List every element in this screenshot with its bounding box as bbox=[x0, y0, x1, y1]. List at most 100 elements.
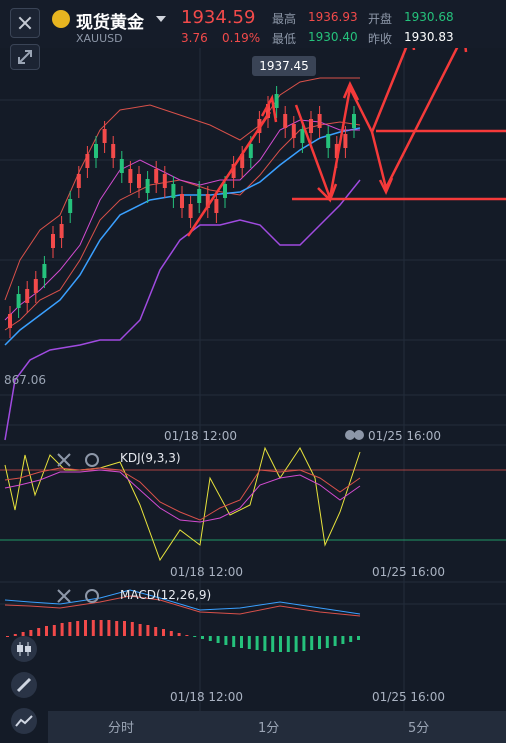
candle-body bbox=[205, 194, 210, 208]
macd-bar bbox=[349, 636, 353, 642]
kdj-tools bbox=[57, 453, 99, 467]
candle-body bbox=[68, 199, 73, 213]
close-icon[interactable] bbox=[10, 8, 40, 38]
macd-bar bbox=[76, 621, 80, 636]
macd-bar bbox=[99, 620, 103, 636]
macd-bar bbox=[154, 627, 158, 636]
macd-bar bbox=[216, 636, 220, 643]
high-marker: 1937.45 bbox=[252, 56, 316, 76]
open-label: 开盘 bbox=[368, 12, 393, 26]
chart-canvas[interactable] bbox=[0, 48, 506, 711]
price-change-pct: 0.19% bbox=[222, 31, 261, 45]
macd-bar bbox=[240, 636, 243, 648]
prev-close-value: 1930.83 bbox=[404, 30, 454, 44]
pencil-icon[interactable] bbox=[11, 672, 37, 698]
candle-body bbox=[188, 204, 193, 218]
candle-body bbox=[317, 114, 322, 128]
macd-tools bbox=[57, 589, 99, 603]
candle-body bbox=[180, 194, 184, 208]
expand-icon[interactable] bbox=[10, 44, 40, 70]
macd-bar bbox=[302, 636, 306, 651]
macd-bar bbox=[84, 620, 87, 636]
macd-bar bbox=[37, 628, 41, 636]
macd-bar bbox=[286, 636, 290, 652]
line-icon[interactable] bbox=[11, 708, 37, 734]
kdj-close-icon[interactable] bbox=[57, 453, 71, 467]
candle-body bbox=[283, 114, 288, 128]
macd-bar bbox=[146, 625, 150, 636]
macd-bar bbox=[271, 636, 275, 652]
kdj-settings-icon[interactable] bbox=[85, 453, 99, 467]
chevron-down-icon[interactable] bbox=[156, 16, 166, 22]
candle-body bbox=[111, 144, 116, 158]
macd-bar bbox=[247, 636, 251, 649]
page-title[interactable]: 现货黄金 bbox=[76, 13, 144, 33]
tab-5min[interactable]: 5分 bbox=[408, 721, 430, 736]
macd-bar bbox=[279, 636, 282, 652]
low-value: 1930.40 bbox=[308, 30, 358, 44]
header-bar bbox=[0, 0, 506, 48]
macd-bar bbox=[130, 622, 134, 636]
macd-bar bbox=[325, 636, 329, 648]
prev-close-label: 昨收 bbox=[368, 32, 393, 46]
macd-close-icon[interactable] bbox=[57, 589, 71, 603]
candle-body bbox=[33, 279, 38, 293]
macd-bar bbox=[52, 625, 56, 636]
candle-body bbox=[171, 184, 176, 198]
open-value: 1930.68 bbox=[404, 10, 454, 24]
candle-body bbox=[223, 184, 227, 198]
macd-bar bbox=[60, 623, 64, 636]
candle-body bbox=[51, 234, 55, 248]
main-time-left: 01/18 12:00 bbox=[164, 429, 237, 443]
macd-bar bbox=[193, 636, 197, 637]
macd-bar bbox=[357, 636, 360, 640]
main-time-right: 01/25 16:00 bbox=[368, 429, 441, 443]
macd-bar bbox=[138, 624, 142, 636]
macd-bar bbox=[29, 630, 33, 636]
macd-bar bbox=[341, 636, 345, 644]
macd-bar bbox=[310, 636, 314, 650]
macd-bar bbox=[318, 636, 321, 649]
macd-bar bbox=[162, 629, 165, 636]
tab-1min[interactable]: 1分 bbox=[258, 721, 280, 736]
candle-body bbox=[76, 174, 81, 188]
scroll-handle-icon[interactable] bbox=[344, 428, 366, 442]
high-value: 1936.93 bbox=[308, 10, 358, 24]
candle-body bbox=[197, 189, 202, 203]
candle-body bbox=[25, 289, 30, 303]
candle-body bbox=[137, 174, 141, 188]
macd-bar bbox=[333, 636, 337, 646]
candle-body bbox=[162, 174, 167, 188]
macd-bar bbox=[201, 636, 204, 639]
macd-bar bbox=[123, 621, 126, 636]
macd-bar bbox=[224, 636, 228, 645]
macd-settings-icon[interactable] bbox=[85, 589, 99, 603]
candle-body bbox=[266, 104, 270, 118]
macd-time-right: 01/25 16:00 bbox=[372, 690, 445, 704]
kdj-time-right: 01/25 16:00 bbox=[372, 565, 445, 579]
candle-body bbox=[102, 129, 107, 143]
kdj-time-left: 01/18 12:00 bbox=[170, 565, 243, 579]
kdj-label[interactable]: KDJ(9,3,3) bbox=[120, 451, 181, 465]
gold-icon bbox=[52, 10, 70, 28]
period-tab-bar bbox=[48, 711, 506, 743]
candle-body bbox=[8, 314, 12, 328]
macd-bar bbox=[185, 635, 189, 636]
current-price: 1934.59 bbox=[181, 7, 256, 28]
tab-timeshare[interactable]: 分时 bbox=[108, 721, 135, 736]
candle-body bbox=[352, 114, 356, 128]
candle-body bbox=[231, 164, 236, 178]
candlestick-icon[interactable] bbox=[11, 636, 37, 662]
macd-bar bbox=[208, 636, 212, 641]
price-change: 3.76 bbox=[181, 31, 208, 45]
macd-bar bbox=[232, 636, 236, 647]
macd-bar bbox=[6, 636, 9, 637]
macd-bar bbox=[107, 620, 111, 636]
macd-bar bbox=[45, 626, 48, 636]
macd-label[interactable]: MACD(12,26,9) bbox=[120, 588, 212, 602]
candle-body bbox=[214, 199, 219, 213]
macd-bar bbox=[294, 636, 298, 652]
macd-bar bbox=[263, 636, 267, 651]
candle-body bbox=[343, 134, 348, 148]
candle-body bbox=[248, 144, 253, 158]
